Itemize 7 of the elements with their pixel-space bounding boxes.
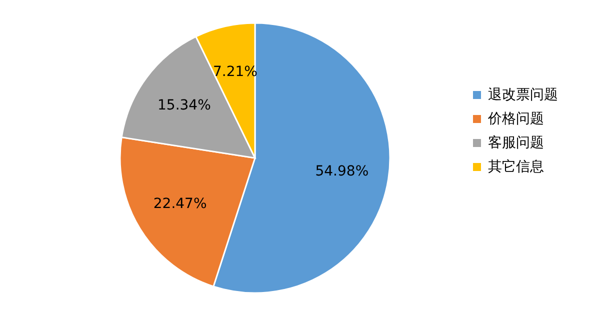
legend-label: 客服问题 xyxy=(488,135,544,151)
legend-label: 其它信息 xyxy=(488,159,544,175)
data-label: 22.47% xyxy=(153,196,207,212)
legend-label: 价格问题 xyxy=(487,111,544,127)
legend-label: 退改票问题 xyxy=(488,87,558,103)
data-label: 15.34% xyxy=(158,98,211,114)
data-label: 54.98% xyxy=(315,164,369,180)
